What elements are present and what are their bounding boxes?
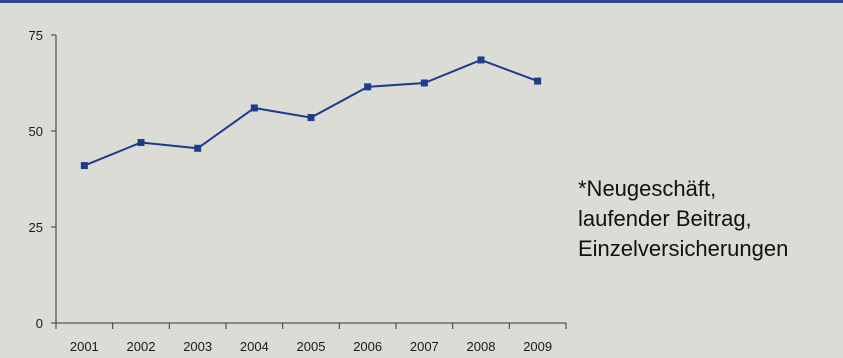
x-tick-label: 2005: [297, 339, 326, 354]
data-point-marker: [364, 83, 372, 91]
x-tick-label: 2006: [353, 339, 382, 354]
footnote-line-3: Einzelversicherungen: [578, 236, 789, 261]
x-tick-label: 2004: [240, 339, 269, 354]
y-tick-label: 50: [29, 124, 43, 139]
data-point-marker: [194, 144, 202, 152]
data-point-marker: [250, 104, 258, 112]
axes: [51, 34, 567, 329]
footnote-line-1: *Neugeschäft,: [578, 176, 717, 201]
x-tick-label: 2008: [467, 339, 496, 354]
series: [80, 56, 542, 170]
x-tick-label: 2001: [70, 339, 99, 354]
y-tick-label: 0: [36, 316, 43, 331]
data-point-marker: [477, 56, 485, 64]
data-point-marker: [137, 139, 145, 147]
data-point-marker: [534, 77, 542, 85]
top-rule: [0, 0, 843, 3]
x-tick-labels: 2001 2002 2003 2004 2005 2006 2007 2008 2009: [70, 339, 552, 354]
data-point-marker: [80, 162, 88, 170]
data-point-marker: [307, 114, 315, 122]
y-tick-labels: 0 25 50 75: [29, 28, 43, 331]
x-tick-label: 2009: [523, 339, 552, 354]
footnote: *Neugeschäft, laufender Beitrag, Einzelv…: [578, 174, 788, 264]
footnote-line-2: laufender Beitrag,: [578, 206, 752, 231]
series-line: [83, 58, 539, 167]
x-tick-label: 2002: [127, 339, 156, 354]
x-tick-label: 2003: [183, 339, 212, 354]
data-point-marker: [420, 79, 428, 87]
x-tick-label: 2007: [410, 339, 439, 354]
y-tick-label: 25: [29, 220, 43, 235]
y-tick-label: 75: [29, 28, 43, 43]
